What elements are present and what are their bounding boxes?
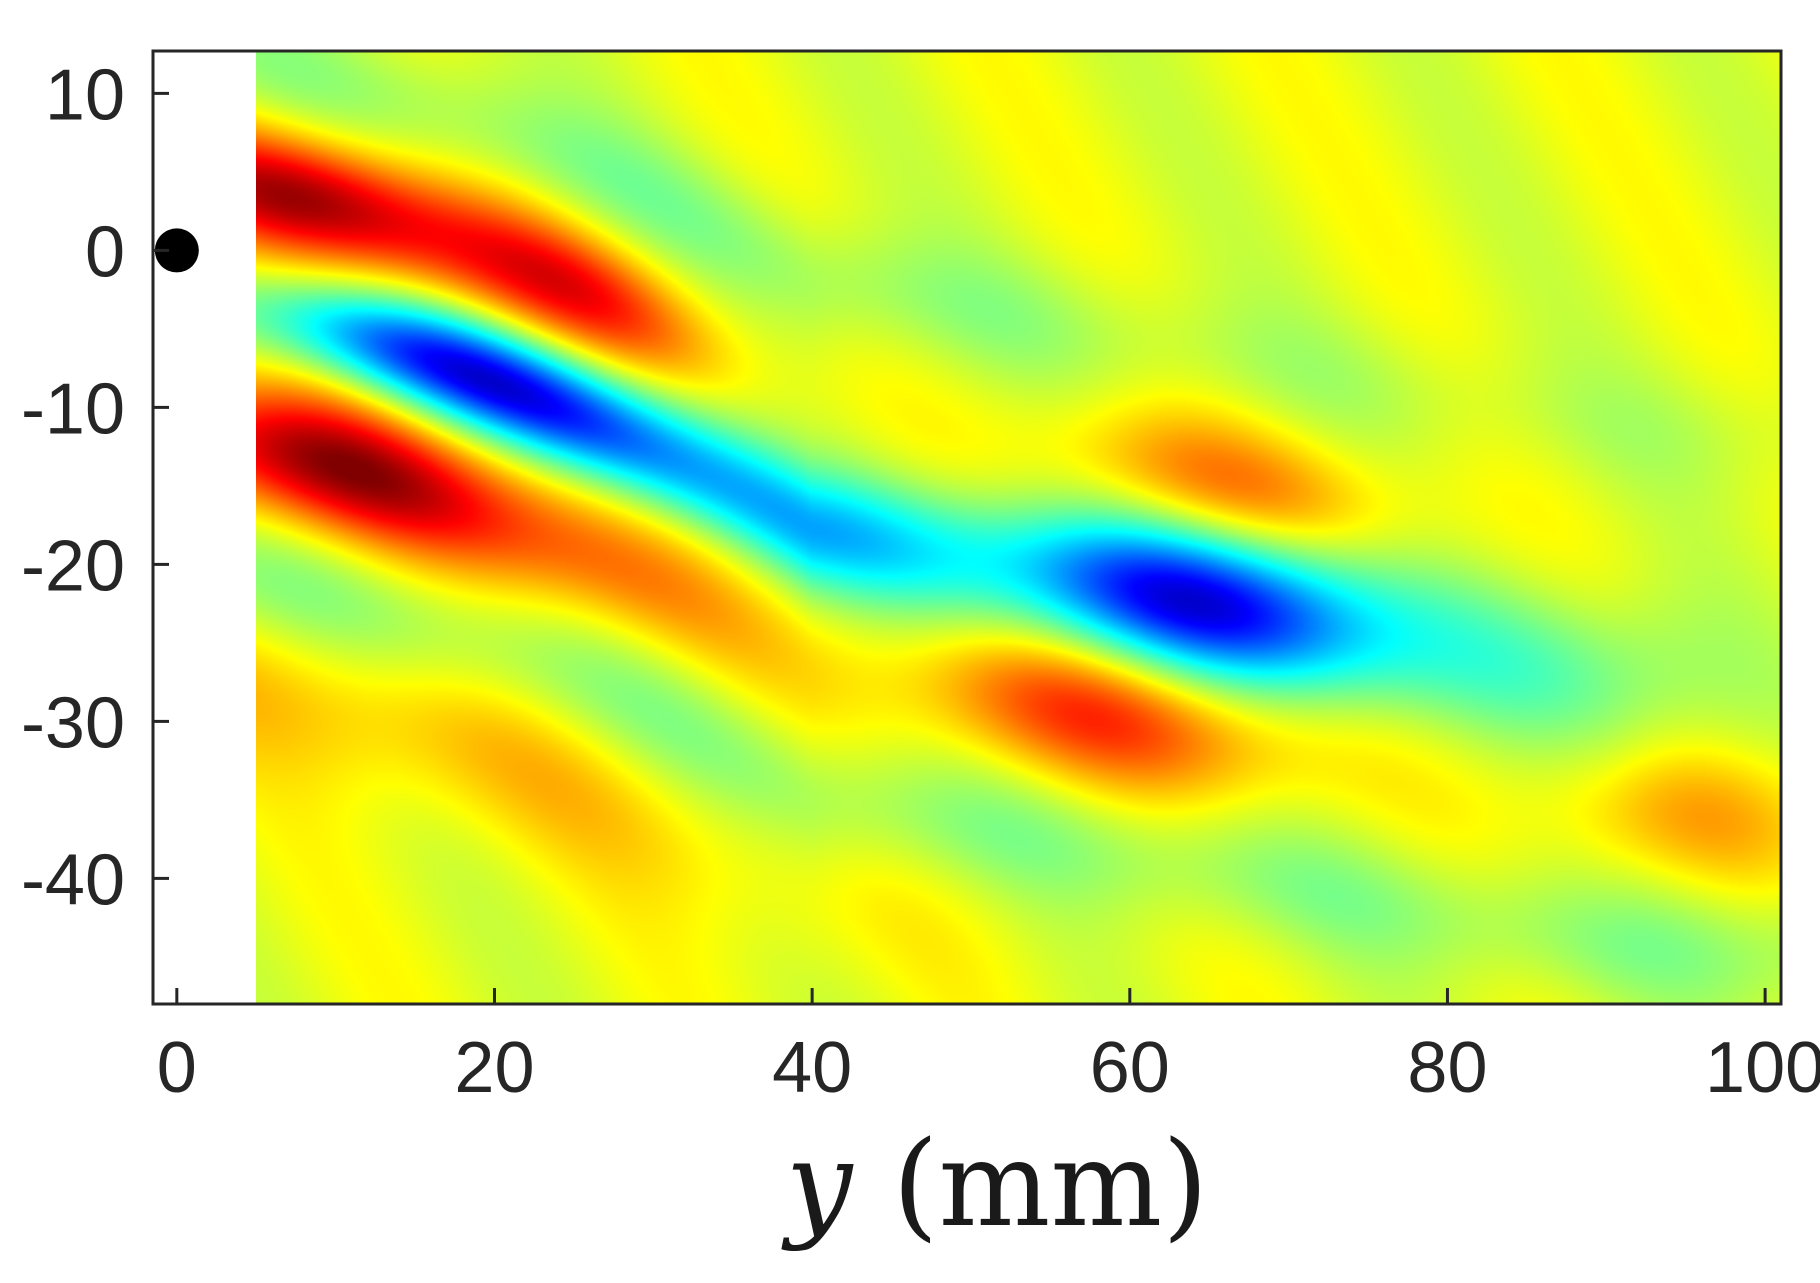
plot-area: 0 20 40 60 80 100 100-10-20-30-40 [21, 49, 1820, 1108]
x-tick-label: 20 [454, 1028, 534, 1108]
x-axis-label-unit: (mm) [892, 1115, 1208, 1253]
y-tick-label: 10 [45, 55, 125, 135]
x-tick-label: 60 [1090, 1028, 1170, 1108]
source-marker [154, 228, 199, 273]
y-tick-label: -40 [21, 840, 125, 920]
color-field-canvas [256, 51, 1781, 1004]
x-axis-label-variable: y [781, 1115, 854, 1253]
x-axis-ticks: 0 20 40 60 80 100 [157, 988, 1820, 1108]
y-axis-ticks: 10 0 -10 -20 -30 -40 [21, 55, 169, 920]
y-tick-label: -10 [21, 369, 125, 449]
color-field [256, 51, 1781, 1004]
x-tick-label: 40 [772, 1028, 852, 1108]
x-tick-label: 0 [157, 1028, 197, 1108]
y-tick-label: -20 [21, 526, 125, 606]
axes-box [151, 49, 1783, 1006]
x-tick-label: 80 [1407, 1028, 1487, 1108]
y-tick-label: -30 [21, 683, 125, 763]
x-axis-label: y (mm) [781, 1115, 1209, 1253]
y-tick-label: 0 [85, 212, 125, 292]
x-tick-label: 100 [1705, 1028, 1820, 1108]
